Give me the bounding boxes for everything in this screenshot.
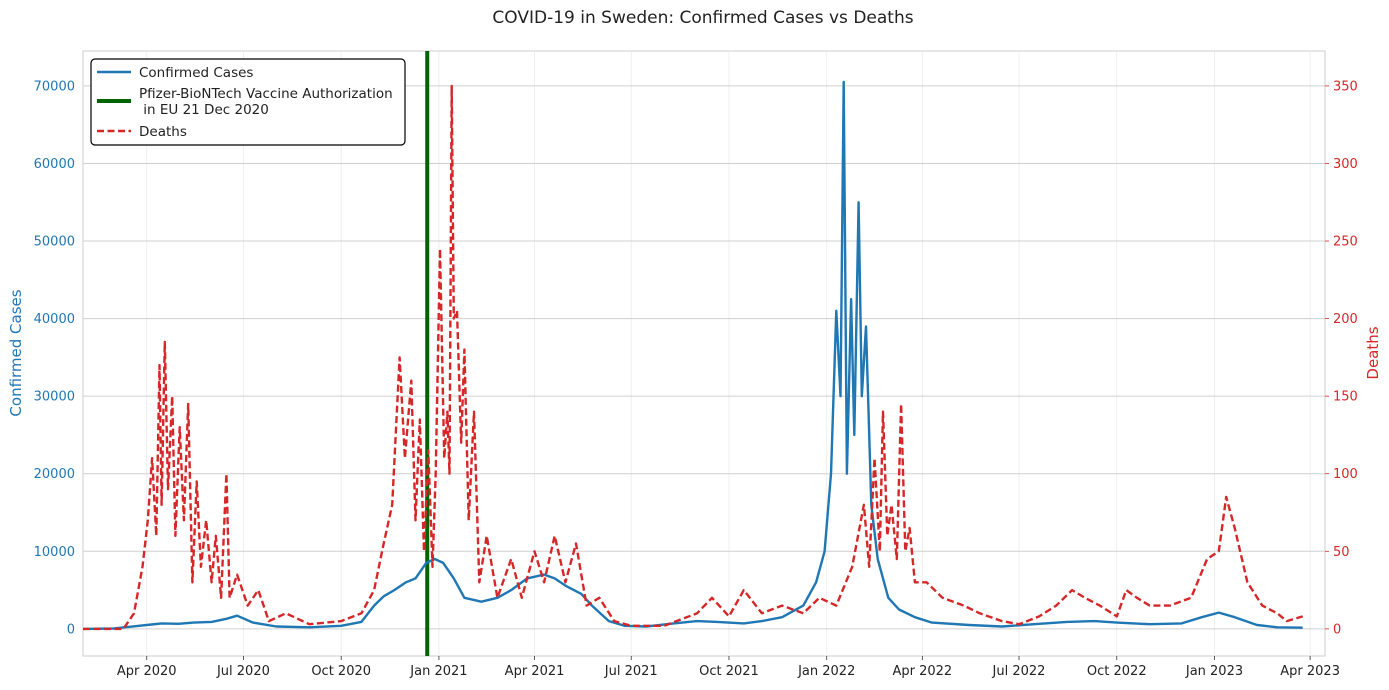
legend-label-vaccine: Pfizer-BioNTech Vaccine Authorization	[139, 86, 393, 102]
y-left-tick-label: 70000	[34, 79, 75, 94]
y-right-tick-label: 150	[1333, 390, 1358, 405]
x-tick-label: Apr 2021	[505, 664, 565, 679]
series-lines	[82, 80, 1304, 631]
y-left-tick-label: 50000	[34, 235, 75, 250]
x-tick-label: Jan 2022	[797, 664, 855, 679]
plot-frame	[82, 50, 1326, 657]
confirmed-cases-line	[82, 80, 1303, 631]
y-axis-right-label: Deaths	[1364, 326, 1382, 379]
y-right-tick-label: 100	[1333, 467, 1358, 482]
y-right-tick-label: 0	[1333, 622, 1341, 637]
x-tick-label: Jan 2021	[409, 664, 467, 679]
y-left-tick-label: 60000	[34, 157, 75, 172]
x-tick-label: Apr 2020	[117, 664, 177, 679]
x-tick-label: Oct 2021	[699, 664, 759, 679]
legend-label-vaccine-date: in EU 21 Dec 2020	[139, 102, 269, 118]
y-right-tick-label: 300	[1333, 157, 1358, 172]
x-tick-label: Jul 2021	[604, 664, 658, 679]
x-tick-label: Apr 2022	[892, 664, 952, 679]
x-tick-label: Oct 2022	[1087, 664, 1147, 679]
chart-title: COVID-19 in Sweden: Confirmed Cases vs D…	[492, 8, 913, 28]
y-left-tick-label: 20000	[34, 467, 75, 482]
y-left-tick-label: 30000	[34, 390, 75, 405]
x-tick-label: Apr 2023	[1280, 664, 1340, 679]
x-tick-label: Jul 2020	[216, 664, 270, 679]
y-right-tick-label: 200	[1333, 312, 1358, 327]
y-left-tick-label: 0	[67, 622, 75, 637]
x-axis: Apr 2020 Jul 2020 Oct 2020 Jan 2021 Apr 2021…	[117, 656, 1340, 679]
x-tick-label: Oct 2020	[311, 664, 371, 679]
y-axis-right: 0 50 100 150 200 250 300 350	[1325, 79, 1358, 637]
y-axis-left-label: Confirmed Cases	[7, 289, 25, 416]
legend-label-cases: Confirmed Cases	[139, 65, 253, 81]
x-tick-label: Jul 2022	[992, 664, 1046, 679]
x-tick-label: Jan 2023	[1185, 664, 1243, 679]
y-right-tick-label: 50	[1333, 545, 1350, 560]
y-axis-left: 0 10000 20000 30000 40000 50000 60000 70000	[34, 79, 75, 637]
y-left-tick-label: 40000	[34, 312, 75, 327]
y-right-tick-label: 350	[1333, 79, 1358, 94]
legend-label-deaths: Deaths	[139, 124, 187, 140]
y-left-tick-label: 10000	[34, 545, 75, 560]
legend-box	[90, 58, 406, 146]
legend: Confirmed Cases Pfizer-BioNTech Vaccine A…	[90, 58, 406, 146]
y-right-tick-label: 250	[1333, 235, 1358, 250]
